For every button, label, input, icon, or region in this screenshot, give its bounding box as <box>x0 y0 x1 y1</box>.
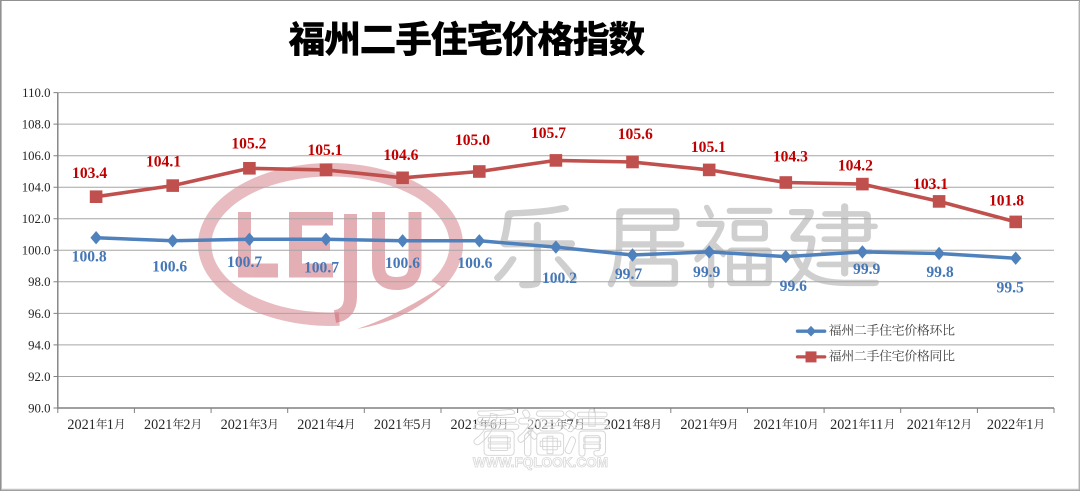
svg-text:2021: 2021 <box>144 417 172 433</box>
svg-text:99.5: 99.5 <box>997 280 1024 297</box>
svg-text:WWW.FQLOOK.COM: WWW.FQLOOK.COM <box>473 455 608 470</box>
svg-text:100.2: 100.2 <box>542 270 577 287</box>
svg-text:100.6: 100.6 <box>152 258 187 275</box>
svg-text:2021: 2021 <box>604 417 632 433</box>
svg-text:103.1: 103.1 <box>913 176 948 193</box>
svg-text:100.7: 100.7 <box>227 254 262 271</box>
svg-text:12: 12 <box>946 417 960 433</box>
svg-text:98.0: 98.0 <box>28 275 50 289</box>
svg-text:100.7: 100.7 <box>304 260 339 277</box>
svg-text:2: 2 <box>183 417 190 433</box>
svg-text:11: 11 <box>870 417 884 433</box>
svg-text:2021: 2021 <box>680 417 708 433</box>
svg-text:2021: 2021 <box>830 417 858 433</box>
svg-text:1: 1 <box>1026 417 1033 433</box>
svg-text:104.1: 104.1 <box>146 154 181 171</box>
svg-text:105.1: 105.1 <box>691 139 726 156</box>
svg-text:105.1: 105.1 <box>307 142 342 159</box>
svg-text:2021: 2021 <box>374 417 402 433</box>
svg-text:90.0: 90.0 <box>28 401 50 415</box>
svg-text:105.7: 105.7 <box>531 125 566 142</box>
svg-text:104.2: 104.2 <box>838 158 873 175</box>
svg-text:99.8: 99.8 <box>926 264 953 281</box>
svg-text:2021: 2021 <box>221 417 249 433</box>
svg-text:2022: 2022 <box>987 417 1015 433</box>
svg-text:96.0: 96.0 <box>28 307 50 321</box>
svg-text:100.6: 100.6 <box>385 255 420 272</box>
svg-text:2021: 2021 <box>907 417 935 433</box>
svg-text:104.6: 104.6 <box>383 147 418 164</box>
svg-text:2021: 2021 <box>297 417 325 433</box>
svg-text:2021: 2021 <box>451 417 479 433</box>
svg-text:100.6: 100.6 <box>457 255 492 272</box>
svg-text:4: 4 <box>337 417 344 433</box>
svg-text:94.0: 94.0 <box>28 338 50 352</box>
svg-text:101.8: 101.8 <box>989 192 1024 209</box>
svg-text:108.0: 108.0 <box>22 118 51 132</box>
svg-text:9: 9 <box>720 417 727 433</box>
svg-text:99.9: 99.9 <box>853 261 880 278</box>
svg-text:104.3: 104.3 <box>773 148 808 165</box>
svg-text:105.2: 105.2 <box>231 135 266 152</box>
svg-text:2021: 2021 <box>67 417 95 433</box>
svg-text:105.0: 105.0 <box>455 132 490 149</box>
svg-text:1: 1 <box>107 417 114 433</box>
svg-text:110.0: 110.0 <box>22 86 50 100</box>
svg-text:99.7: 99.7 <box>615 266 642 283</box>
svg-text:99.9: 99.9 <box>693 264 720 281</box>
svg-text:105.6: 105.6 <box>618 126 653 143</box>
svg-text:100.0: 100.0 <box>22 244 51 258</box>
svg-text:3: 3 <box>260 417 267 433</box>
svg-text:92.0: 92.0 <box>28 370 50 384</box>
svg-text:100.8: 100.8 <box>72 248 107 265</box>
svg-text:104.0: 104.0 <box>22 181 51 195</box>
svg-text:5: 5 <box>413 417 420 433</box>
svg-text:102.0: 102.0 <box>22 212 51 226</box>
svg-text:2021: 2021 <box>754 417 782 433</box>
svg-text:99.6: 99.6 <box>780 278 807 295</box>
svg-text:8: 8 <box>643 417 650 433</box>
svg-text:106.0: 106.0 <box>22 149 51 163</box>
svg-text:103.4: 103.4 <box>72 165 107 182</box>
svg-text:10: 10 <box>793 417 807 433</box>
